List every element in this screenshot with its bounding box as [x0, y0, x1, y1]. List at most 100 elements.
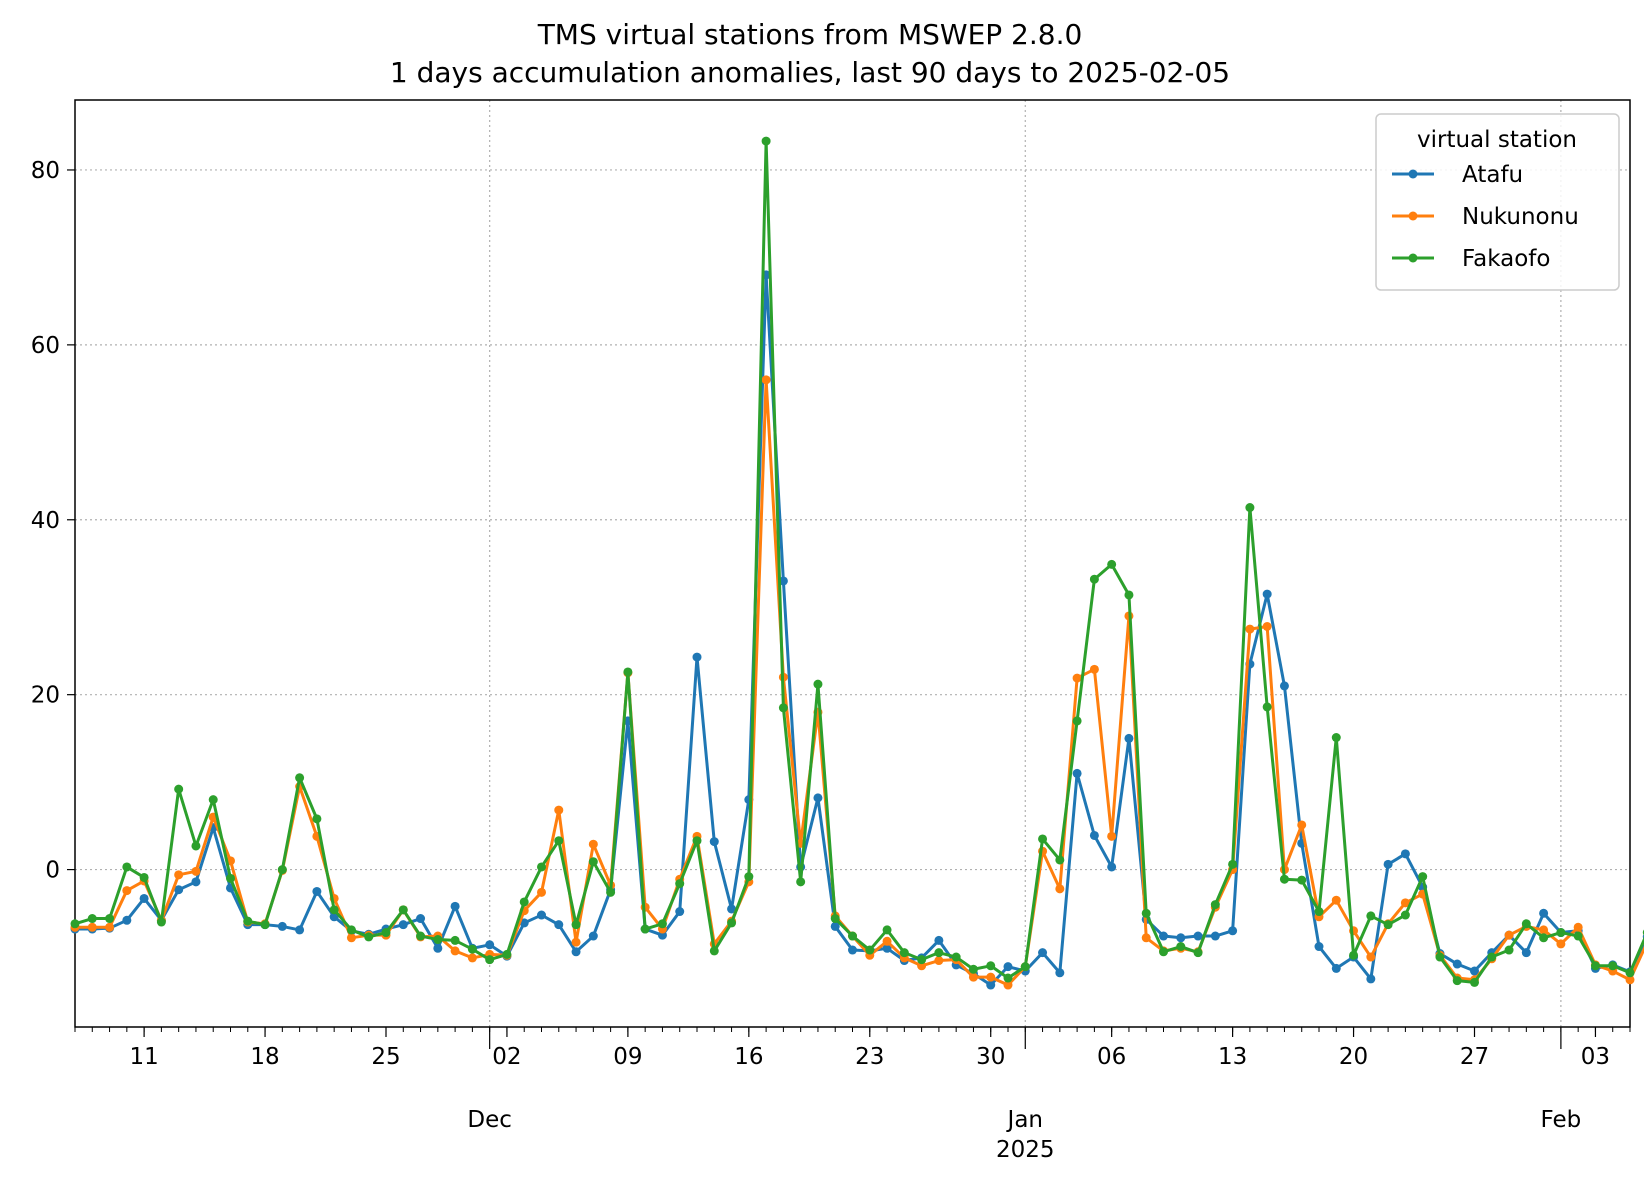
data-point-atafu	[1470, 966, 1479, 976]
data-point-fakaofo	[848, 931, 857, 941]
data-point-fakaofo	[1089, 574, 1099, 584]
data-point-fakaofo	[122, 862, 132, 872]
plot-frame	[74, 99, 1631, 1028]
data-point-atafu	[485, 940, 495, 950]
data-point-fakaofo	[1176, 942, 1186, 952]
data-point-fakaofo	[640, 924, 650, 934]
data-point-fakaofo	[364, 932, 374, 942]
grid	[75, 100, 1630, 1027]
data-point-fakaofo	[1470, 977, 1479, 987]
data-point-fakaofo	[865, 945, 875, 955]
data-point-fakaofo	[260, 920, 270, 930]
y-tick-label: 0	[45, 858, 60, 884]
series-layer	[70, 136, 1644, 990]
data-point-nukunonu	[467, 953, 477, 963]
legend-marker-nukunonu	[1408, 211, 1418, 221]
x-tick-label: 11	[129, 1044, 158, 1070]
data-point-fakaofo	[778, 703, 788, 713]
chart-title: TMS virtual stations from MSWEP 2.8.0	[537, 18, 1083, 51]
data-point-fakaofo	[105, 914, 115, 924]
data-point-nukunonu	[1504, 930, 1514, 940]
data-point-nukunonu	[1539, 925, 1549, 935]
data-point-atafu	[986, 980, 996, 990]
data-point-atafu	[519, 918, 529, 928]
data-point-fakaofo	[1418, 872, 1428, 882]
data-point-fakaofo	[1279, 874, 1289, 884]
data-point-fakaofo	[1159, 947, 1168, 957]
data-point-atafu	[1228, 926, 1238, 936]
data-point-fakaofo	[744, 872, 754, 882]
data-point-atafu	[277, 921, 287, 931]
legend-frame	[1375, 113, 1620, 291]
data-point-fakaofo	[243, 916, 253, 926]
data-point-atafu	[848, 945, 857, 955]
data-point-nukunonu	[1366, 952, 1376, 962]
data-point-fakaofo	[1245, 503, 1255, 513]
data-point-nukunonu	[882, 936, 892, 946]
data-point-atafu	[1400, 849, 1410, 859]
data-point-fakaofo	[1210, 900, 1220, 910]
data-point-nukunonu	[174, 870, 184, 880]
x-tick-label: 16	[734, 1044, 763, 1070]
x-month-label: Dec	[467, 1107, 512, 1133]
x-month-label: Jan	[1006, 1107, 1043, 1133]
data-point-atafu	[1383, 859, 1393, 869]
data-point-nukunonu	[1072, 673, 1082, 683]
data-point-nukunonu	[1556, 939, 1566, 949]
data-point-fakaofo	[1504, 945, 1514, 955]
x-tick-label: 23	[855, 1044, 884, 1070]
data-point-fakaofo	[208, 795, 218, 805]
data-point-fakaofo	[1349, 950, 1359, 960]
data-point-atafu	[1331, 963, 1341, 973]
data-point-atafu	[1210, 931, 1220, 941]
data-point-atafu	[1452, 959, 1462, 969]
data-point-fakaofo	[813, 679, 823, 689]
data-point-nukunonu	[122, 886, 132, 896]
data-point-fakaofo	[1124, 590, 1134, 600]
axes: 0 20 40 60 80 11 18 25 02 09 16 23 30 06 13 20 27 03 Dec Ja…	[31, 99, 1631, 1163]
data-point-atafu	[1072, 768, 1082, 778]
data-point-nukunonu	[554, 805, 564, 815]
data-point-atafu	[934, 935, 944, 945]
series-line-nukunonu	[75, 378, 1644, 987]
data-point-fakaofo	[709, 946, 719, 956]
data-point-fakaofo	[899, 948, 909, 958]
data-point-fakaofo	[917, 955, 927, 965]
data-point-fakaofo	[450, 935, 460, 945]
x-tick-label: 09	[613, 1044, 642, 1070]
data-point-nukunonu	[1003, 980, 1013, 990]
data-point-fakaofo	[692, 836, 702, 846]
data-point-nukunonu	[346, 933, 356, 943]
data-point-atafu	[416, 914, 426, 924]
data-point-nukunonu	[1400, 898, 1410, 908]
y-tick-label: 80	[31, 158, 60, 184]
legend-label-atafu: Atafu	[1462, 162, 1523, 188]
data-point-nukunonu	[986, 972, 996, 982]
data-point-atafu	[191, 877, 201, 887]
data-point-atafu	[450, 901, 460, 911]
data-point-atafu	[295, 925, 305, 935]
chart-subtitle: 1 days accumulation anomalies, last 90 d…	[390, 56, 1230, 89]
data-point-fakaofo	[226, 873, 235, 883]
data-point-fakaofo	[606, 887, 616, 897]
data-point-fakaofo	[174, 784, 184, 794]
data-point-fakaofo	[1400, 910, 1410, 920]
data-point-fakaofo	[277, 865, 287, 875]
data-point-atafu	[675, 907, 685, 917]
data-point-fakaofo	[1314, 907, 1324, 917]
legend-marker-atafu	[1408, 169, 1418, 179]
x-tick-label: 27	[1460, 1044, 1489, 1070]
data-point-fakaofo	[675, 879, 685, 889]
data-point-fakaofo	[934, 948, 944, 958]
data-point-atafu	[1038, 948, 1048, 958]
data-point-fakaofo	[1383, 920, 1393, 930]
data-point-fakaofo	[1556, 928, 1566, 938]
data-point-fakaofo	[1590, 961, 1600, 971]
data-point-fakaofo	[70, 919, 80, 929]
x-tick-label: 03	[1581, 1044, 1610, 1070]
data-point-fakaofo	[1038, 834, 1048, 844]
x-tick-label: 02	[492, 1044, 521, 1070]
data-point-nukunonu	[588, 839, 598, 849]
data-point-atafu	[1176, 933, 1186, 943]
